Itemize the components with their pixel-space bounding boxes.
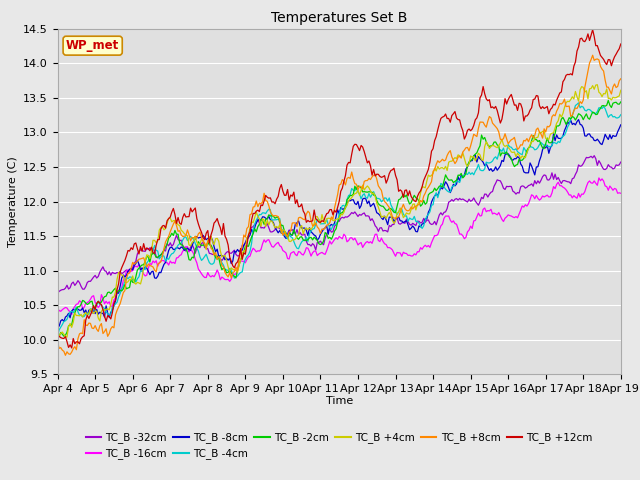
TC_B -16cm bbox=[71, 304, 79, 310]
TC_B -8cm bbox=[71, 307, 79, 312]
TC_B -32cm bbox=[617, 159, 625, 165]
TC_B -8cm bbox=[550, 131, 557, 137]
TC_B +12cm bbox=[589, 27, 596, 33]
TC_B -2cm bbox=[548, 139, 556, 145]
TC_B +8cm bbox=[617, 76, 625, 82]
TC_B +8cm bbox=[407, 204, 415, 210]
TC_B +12cm bbox=[376, 174, 384, 180]
TC_B -2cm bbox=[159, 250, 166, 255]
X-axis label: Time: Time bbox=[326, 396, 353, 406]
TC_B -2cm bbox=[604, 97, 612, 103]
TC_B +8cm bbox=[54, 339, 61, 345]
TC_B -2cm bbox=[617, 99, 625, 105]
TC_B -32cm bbox=[393, 215, 401, 221]
TC_B -16cm bbox=[68, 312, 76, 317]
TC_B -32cm bbox=[69, 279, 77, 285]
TC_B -8cm bbox=[617, 122, 625, 128]
Line: TC_B +12cm: TC_B +12cm bbox=[58, 30, 621, 348]
TC_B -2cm bbox=[54, 334, 61, 339]
TC_B -4cm bbox=[575, 100, 582, 106]
TC_B +8cm bbox=[160, 246, 168, 252]
TC_B -16cm bbox=[407, 253, 415, 259]
TC_B +4cm bbox=[54, 337, 61, 343]
TC_B +4cm bbox=[548, 131, 556, 136]
Line: TC_B -8cm: TC_B -8cm bbox=[58, 120, 621, 326]
TC_B -16cm bbox=[54, 311, 61, 316]
TC_B -8cm bbox=[395, 214, 403, 220]
TC_B -4cm bbox=[159, 253, 166, 259]
TC_B -4cm bbox=[393, 212, 401, 217]
TC_B +4cm bbox=[374, 204, 382, 210]
Legend: TC_B -32cm, TC_B -16cm, TC_B -8cm, TC_B -4cm, TC_B -2cm, TC_B +4cm, TC_B +8cm, T: TC_B -32cm, TC_B -16cm, TC_B -8cm, TC_B … bbox=[81, 428, 597, 463]
TC_B -32cm bbox=[374, 228, 382, 234]
TC_B -4cm bbox=[548, 143, 556, 148]
TC_B +8cm bbox=[395, 214, 403, 219]
TC_B +12cm bbox=[54, 334, 61, 339]
TC_B -4cm bbox=[54, 334, 61, 339]
TC_B -16cm bbox=[395, 250, 403, 256]
TC_B -16cm bbox=[160, 258, 168, 264]
Line: TC_B -2cm: TC_B -2cm bbox=[58, 100, 621, 336]
Line: TC_B -4cm: TC_B -4cm bbox=[58, 103, 621, 336]
TC_B +12cm bbox=[550, 101, 557, 107]
Y-axis label: Temperature (C): Temperature (C) bbox=[8, 156, 17, 247]
Line: TC_B -32cm: TC_B -32cm bbox=[58, 156, 621, 293]
TC_B -8cm bbox=[407, 225, 415, 231]
TC_B +4cm bbox=[406, 211, 413, 217]
TC_B -8cm bbox=[575, 117, 582, 122]
TC_B -4cm bbox=[69, 310, 77, 316]
TC_B -2cm bbox=[69, 314, 77, 320]
TC_B -8cm bbox=[54, 321, 61, 327]
TC_B -32cm bbox=[406, 221, 413, 227]
TC_B +4cm bbox=[617, 87, 625, 93]
TC_B +12cm bbox=[160, 223, 168, 228]
TC_B +4cm bbox=[393, 210, 401, 216]
Text: WP_met: WP_met bbox=[66, 39, 119, 52]
TC_B -8cm bbox=[160, 262, 168, 267]
TC_B +12cm bbox=[407, 193, 415, 199]
TC_B -16cm bbox=[376, 239, 384, 244]
TC_B +4cm bbox=[69, 319, 77, 325]
TC_B -2cm bbox=[374, 201, 382, 206]
Line: TC_B +8cm: TC_B +8cm bbox=[58, 55, 621, 355]
TC_B -16cm bbox=[550, 184, 557, 190]
TC_B +8cm bbox=[550, 112, 557, 118]
TC_B +12cm bbox=[395, 189, 403, 194]
TC_B +8cm bbox=[71, 344, 79, 349]
Line: TC_B -16cm: TC_B -16cm bbox=[58, 178, 621, 314]
TC_B -8cm bbox=[55, 324, 63, 329]
TC_B +12cm bbox=[617, 41, 625, 47]
TC_B +4cm bbox=[593, 82, 601, 88]
TC_B +12cm bbox=[68, 345, 76, 351]
TC_B -32cm bbox=[159, 251, 166, 257]
TC_B -16cm bbox=[595, 175, 603, 181]
TC_B +8cm bbox=[589, 52, 596, 58]
Title: Temperatures Set B: Temperatures Set B bbox=[271, 11, 408, 25]
TC_B -32cm bbox=[54, 290, 61, 296]
TC_B +4cm bbox=[159, 224, 166, 230]
TC_B -16cm bbox=[617, 191, 625, 196]
TC_B -2cm bbox=[406, 201, 413, 207]
TC_B -4cm bbox=[374, 195, 382, 201]
TC_B -8cm bbox=[376, 213, 384, 218]
TC_B -2cm bbox=[393, 204, 401, 209]
TC_B +8cm bbox=[376, 185, 384, 191]
TC_B -32cm bbox=[590, 153, 598, 158]
TC_B -4cm bbox=[406, 215, 413, 221]
TC_B -4cm bbox=[617, 112, 625, 118]
Line: TC_B +4cm: TC_B +4cm bbox=[58, 85, 621, 340]
TC_B -32cm bbox=[548, 170, 556, 176]
TC_B +8cm bbox=[61, 352, 69, 358]
TC_B +12cm bbox=[71, 341, 79, 347]
